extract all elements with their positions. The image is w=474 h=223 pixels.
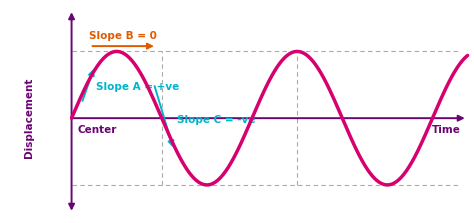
Text: Center: Center: [78, 125, 117, 135]
Text: Time: Time: [432, 125, 461, 135]
Text: Slope A = +ve: Slope A = +ve: [96, 83, 179, 93]
Text: Slope C = -ve: Slope C = -ve: [177, 114, 255, 124]
Text: Slope B = 0: Slope B = 0: [89, 31, 157, 41]
Text: Displacement: Displacement: [25, 78, 35, 158]
